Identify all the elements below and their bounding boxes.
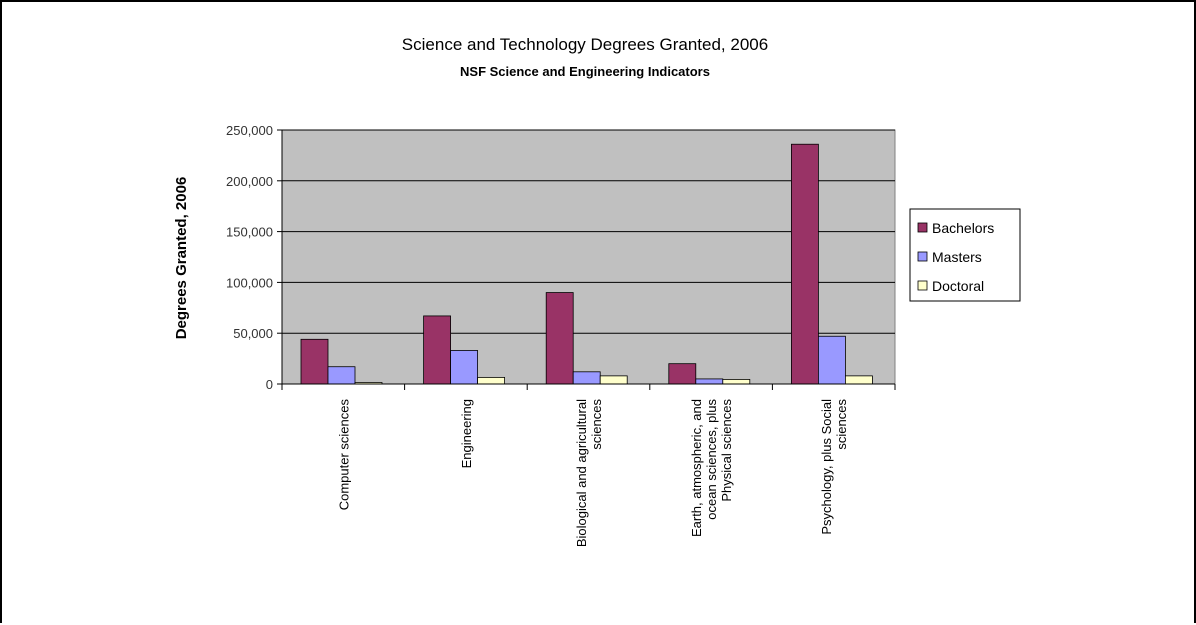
y-tick-label: 0: [266, 377, 273, 392]
x-category-label: Psychology, plus Social: [819, 399, 834, 535]
bar-bachelors: [791, 143, 819, 385]
bar-masters: [327, 366, 356, 385]
legend-label: Masters: [932, 249, 982, 265]
legend: Bachelors Masters Doctoral: [909, 208, 1021, 302]
legend-swatch: [917, 251, 928, 262]
y-axis-label: Degrees Granted, 2006: [173, 177, 190, 340]
y-tick-label: 200,000: [226, 174, 273, 189]
bar-doctoral: [722, 379, 751, 385]
bar-masters: [818, 335, 846, 385]
legend-swatch: [917, 280, 928, 291]
legend-swatch: [917, 222, 928, 233]
bar-bachelors: [545, 292, 574, 385]
bar-doctoral: [845, 375, 873, 385]
x-category-label: Computer sciences: [336, 399, 351, 511]
category-labels: Computer sciences Engineering Biological a…: [336, 399, 849, 548]
x-category-label: ocean sciences, plus: [704, 399, 719, 520]
bar-masters: [572, 371, 601, 385]
bar-bachelors: [423, 315, 452, 385]
legend-box: [909, 208, 1021, 302]
bar-bachelors: [668, 363, 697, 385]
legend-label: Bachelors: [932, 220, 994, 236]
axes: [277, 129, 896, 390]
bar-masters: [450, 350, 479, 385]
y-tick-label: 150,000: [226, 225, 273, 240]
bar-doctoral: [599, 375, 628, 385]
bar-doctoral: [477, 376, 506, 385]
x-category-label: Biological and agricultural: [574, 399, 589, 547]
y-tick-label: 100,000: [226, 275, 273, 290]
y-tick-labels: 0 50,000 100,000 150,000 200,000 250,000: [226, 123, 273, 392]
legend-label: Doctoral: [932, 278, 984, 294]
x-category-label: Earth, atmospheric, and: [689, 399, 704, 537]
x-category-label: sciences: [589, 399, 604, 450]
chart-title: Science and Technology Degrees Granted, …: [402, 35, 768, 54]
bar-bachelors: [300, 338, 329, 385]
x-category-label: sciences: [834, 399, 849, 450]
bars-layer: [300, 143, 873, 385]
bar-masters: [695, 378, 724, 385]
x-category-label: Engineering: [459, 399, 474, 468]
x-category-label: Physical sciences: [719, 399, 734, 502]
y-tick-label: 50,000: [233, 326, 273, 341]
y-tick-label: 250,000: [226, 123, 273, 138]
chart-subtitle: NSF Science and Engineering Indicators: [460, 64, 710, 79]
